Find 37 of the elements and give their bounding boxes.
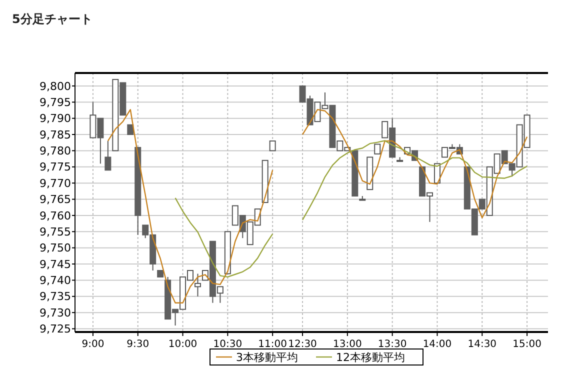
- candlestick: [104, 140, 112, 171]
- x-tick-label: 10:30: [213, 339, 242, 350]
- y-tick-label: 9,780: [40, 144, 71, 158]
- y-tick-label: 9,770: [40, 176, 71, 190]
- y-tick-label: 9,800: [40, 80, 71, 93]
- candlestick: [396, 156, 404, 162]
- x-tick-label: 9:30: [126, 339, 150, 350]
- y-tick-label: 9,785: [40, 128, 71, 142]
- y-tick-label: 9,760: [40, 209, 71, 222]
- y-tick-label: 9,730: [40, 306, 71, 320]
- y-tick-label: 9,735: [40, 290, 71, 304]
- x-tick-label: 14:30: [468, 339, 497, 350]
- x-tick-label: 13:00: [333, 339, 362, 350]
- y-tick-label: 9,775: [40, 160, 71, 174]
- legend-label: 3本移動平均: [236, 350, 298, 364]
- x-tick-label: 11:00: [258, 339, 287, 350]
- chart-title: 5分足チャート: [12, 12, 92, 26]
- candlestick: [194, 273, 201, 297]
- x-tick-label: 14:00: [422, 339, 452, 350]
- candlestick: [374, 144, 381, 154]
- x-tick-label: 10:00: [168, 339, 198, 350]
- y-tick-label: 9,765: [40, 193, 71, 206]
- candlestick: [359, 196, 366, 201]
- y-tick-label: 9,755: [40, 225, 71, 238]
- candlestick: [127, 124, 134, 136]
- y-tick-label: 9,740: [40, 274, 71, 288]
- y-tick-label: 9,725: [40, 322, 71, 336]
- x-tick-label: 12:30: [288, 339, 317, 350]
- y-tick-label: 9,795: [40, 96, 71, 109]
- legend-label: 12本移動平均: [336, 350, 405, 364]
- x-tick-label: 9:00: [82, 339, 104, 350]
- y-tick-label: 9,790: [40, 112, 71, 126]
- candlestick: [269, 140, 276, 152]
- x-tick-label: 15:00: [512, 339, 542, 350]
- y-tick-label: 9,745: [40, 258, 71, 271]
- y-tick-label: 9,750: [40, 242, 71, 255]
- x-tick-label: 13:30: [378, 339, 407, 350]
